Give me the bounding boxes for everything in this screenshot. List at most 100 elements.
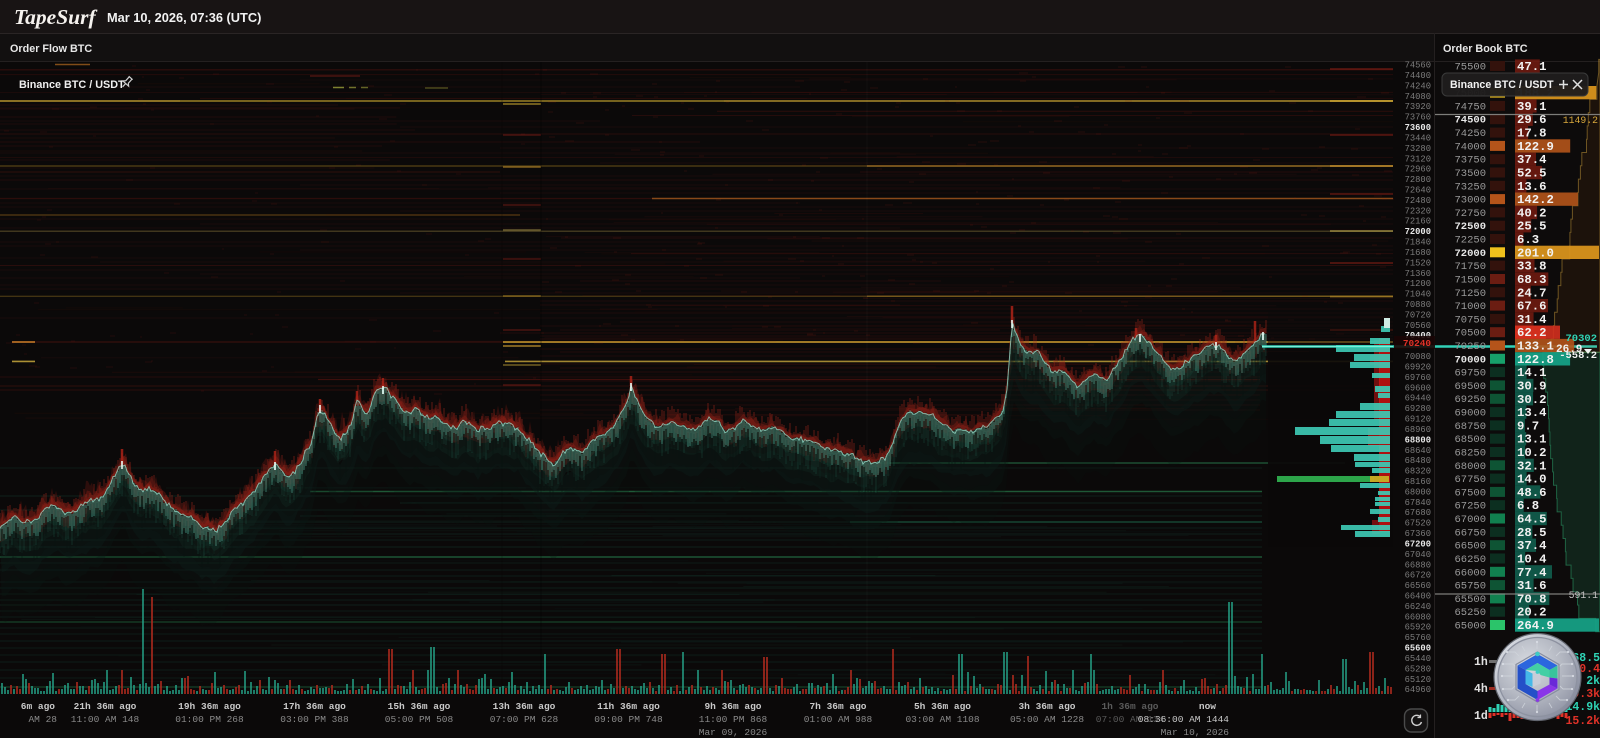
svg-text:52.5: 52.5 [1517, 167, 1547, 181]
svg-text:73280: 73280 [1405, 144, 1431, 154]
svg-text:65250: 65250 [1454, 607, 1486, 619]
svg-text:74750: 74750 [1454, 101, 1486, 113]
svg-text:1h: 1h [1474, 656, 1488, 669]
svg-text:73750: 73750 [1454, 155, 1486, 167]
svg-text:14.9k: 14.9k [1565, 701, 1600, 714]
svg-text:73250: 73250 [1454, 181, 1486, 193]
svg-text:65760: 65760 [1405, 633, 1431, 643]
svg-text:68.5: 68.5 [1572, 652, 1600, 665]
svg-text:77.4: 77.4 [1517, 566, 1547, 580]
svg-text:74400: 74400 [1405, 71, 1431, 81]
svg-text:11h 36m ago: 11h 36m ago [597, 701, 660, 712]
svg-text:73600: 73600 [1405, 123, 1431, 133]
svg-text:33.8: 33.8 [1517, 260, 1547, 274]
svg-text:70080: 70080 [1405, 352, 1431, 362]
svg-text:25.5: 25.5 [1517, 220, 1547, 234]
svg-text:64.5: 64.5 [1517, 513, 1547, 527]
svg-text:01:00 PM 268: 01:00 PM 268 [175, 714, 244, 725]
svg-text:70240: 70240 [1403, 338, 1432, 349]
svg-text:70880: 70880 [1405, 300, 1431, 310]
svg-text:11:00 AM 148: 11:00 AM 148 [71, 714, 140, 725]
svg-text:72640: 72640 [1405, 186, 1431, 196]
svg-text:71680: 71680 [1405, 248, 1431, 258]
svg-text:70500: 70500 [1454, 328, 1486, 340]
svg-text:67360: 67360 [1405, 529, 1431, 539]
svg-text:65280: 65280 [1405, 664, 1431, 674]
svg-text:Binance BTC / USDT: Binance BTC / USDT [1450, 79, 1554, 91]
svg-text:73920: 73920 [1405, 102, 1431, 112]
svg-text:29.6: 29.6 [1517, 113, 1547, 127]
svg-text:71200: 71200 [1405, 279, 1431, 289]
svg-text:72480: 72480 [1405, 196, 1431, 206]
svg-text:122.9: 122.9 [1517, 140, 1554, 154]
svg-text:66400: 66400 [1405, 592, 1431, 602]
svg-text:72000: 72000 [1454, 248, 1486, 260]
svg-text:15.2k: 15.2k [1565, 715, 1600, 728]
svg-text:68500: 68500 [1454, 434, 1486, 446]
svg-text:72160: 72160 [1405, 217, 1431, 227]
svg-text:26.9: 26.9 [1556, 344, 1582, 356]
svg-text:69000: 69000 [1454, 408, 1486, 420]
svg-text:24.7: 24.7 [1517, 286, 1547, 300]
svg-text:5h 36m ago: 5h 36m ago [914, 701, 971, 712]
svg-text:08:36:00 AM 1444: 08:36:00 AM 1444 [1138, 714, 1230, 725]
svg-text:72250: 72250 [1454, 235, 1486, 247]
svg-text:Order Flow BTC: Order Flow BTC [10, 43, 92, 55]
svg-text:6.3: 6.3 [1517, 233, 1539, 247]
svg-text:67750: 67750 [1454, 474, 1486, 486]
svg-text:39.1: 39.1 [1517, 100, 1547, 114]
svg-text:05:00 AM 1228: 05:00 AM 1228 [1010, 714, 1084, 725]
svg-text:17.8: 17.8 [1517, 127, 1547, 141]
svg-text:Mar 10, 2026, 07:36 (UTC): Mar 10, 2026, 07:36 (UTC) [107, 10, 261, 25]
svg-text:69600: 69600 [1405, 383, 1431, 393]
svg-text:03:00 AM 1108: 03:00 AM 1108 [905, 714, 979, 725]
svg-text:13h 36m ago: 13h 36m ago [493, 701, 556, 712]
svg-text:14.1: 14.1 [1517, 366, 1547, 380]
svg-text:264.9: 264.9 [1517, 619, 1554, 633]
svg-text:37.4: 37.4 [1517, 153, 1547, 167]
svg-text:47.1: 47.1 [1517, 60, 1547, 74]
svg-text:28.5: 28.5 [1517, 526, 1547, 540]
svg-text:66000: 66000 [1454, 567, 1486, 579]
svg-text:66250: 66250 [1454, 554, 1486, 566]
svg-text:07:00 PM 628: 07:00 PM 628 [490, 714, 559, 725]
svg-text:68.3: 68.3 [1517, 273, 1547, 287]
svg-text:72800: 72800 [1405, 175, 1431, 185]
svg-text:68160: 68160 [1405, 477, 1431, 487]
svg-text:AM 28: AM 28 [28, 714, 57, 725]
svg-text:74080: 74080 [1405, 92, 1431, 102]
svg-text:71040: 71040 [1405, 290, 1431, 300]
svg-text:73500: 73500 [1454, 168, 1486, 180]
svg-text:70560: 70560 [1405, 321, 1431, 331]
svg-text:0.4: 0.4 [1579, 663, 1600, 676]
svg-text:3h 36m ago: 3h 36m ago [1018, 701, 1075, 712]
svg-text:05:00 PM 508: 05:00 PM 508 [385, 714, 454, 725]
svg-text:74500: 74500 [1454, 115, 1486, 127]
svg-text:31.6: 31.6 [1517, 579, 1547, 593]
svg-text:71520: 71520 [1405, 258, 1431, 268]
svg-text:69760: 69760 [1405, 373, 1431, 383]
svg-text:71000: 71000 [1454, 301, 1486, 313]
svg-text:73760: 73760 [1405, 113, 1431, 123]
svg-text:133.1: 133.1 [1517, 340, 1554, 354]
svg-text:6m ago: 6m ago [21, 701, 56, 712]
svg-text:-558.2: -558.2 [1559, 350, 1597, 362]
svg-text:31.4: 31.4 [1517, 313, 1547, 327]
svg-text:1h 36m ago: 1h 36m ago [1101, 701, 1158, 712]
svg-text:19h 36m ago: 19h 36m ago [178, 701, 241, 712]
svg-text:74250: 74250 [1454, 128, 1486, 140]
svg-text:71750: 71750 [1454, 261, 1486, 273]
svg-text:TapeSurf: TapeSurf [14, 5, 97, 29]
svg-text:67840: 67840 [1405, 498, 1431, 508]
svg-text:65000: 65000 [1454, 621, 1486, 633]
svg-text:73440: 73440 [1405, 133, 1431, 143]
svg-text:142.2: 142.2 [1517, 193, 1554, 207]
svg-text:71840: 71840 [1405, 238, 1431, 248]
svg-text:68640: 68640 [1405, 446, 1431, 456]
svg-text:71250: 71250 [1454, 288, 1486, 300]
svg-text:72500: 72500 [1454, 221, 1486, 233]
svg-text:72320: 72320 [1405, 206, 1431, 216]
svg-text:30.9: 30.9 [1517, 379, 1547, 393]
svg-text:6.8: 6.8 [1517, 499, 1539, 513]
svg-text:69280: 69280 [1405, 404, 1431, 414]
